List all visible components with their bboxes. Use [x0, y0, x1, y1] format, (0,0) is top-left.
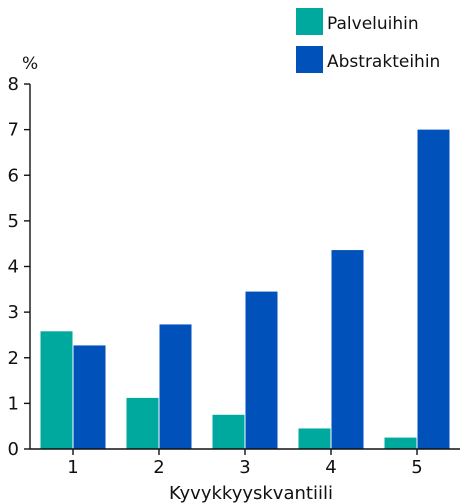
y-tick-label: 7	[8, 120, 19, 141]
legend-swatch	[296, 8, 323, 35]
legend-label: Palveluihin	[327, 14, 419, 34]
x-axis-title: Kyvykkyyskvantiili	[169, 483, 333, 504]
bar-palveluihin-4	[298, 428, 331, 449]
y-tick-label: 3	[8, 302, 19, 323]
y-axis-unit-label: %	[22, 54, 38, 74]
bars	[40, 129, 450, 449]
legend-swatch	[296, 46, 323, 73]
bar-abstrakteihin-3	[245, 291, 278, 449]
bar-palveluihin-1	[40, 331, 73, 449]
x-axis: 1 2 3 4 5	[30, 448, 460, 478]
y-tick-label: 0	[8, 439, 19, 460]
x-tick-label: 4	[325, 457, 336, 478]
bar-palveluihin-2	[126, 397, 159, 449]
y-tick-label: 2	[8, 348, 19, 369]
bar-palveluihin-3	[212, 414, 245, 449]
x-tick-label: 5	[411, 457, 422, 478]
bar-abstrakteihin-2	[159, 324, 192, 449]
x-tick-label: 1	[67, 457, 78, 478]
y-tick-label: 6	[8, 165, 19, 186]
bar-palveluihin-5	[384, 437, 417, 449]
bar-abstrakteihin-1	[73, 345, 106, 449]
x-tick-label: 2	[153, 457, 164, 478]
legend: Palveluihin Abstrakteihin	[296, 8, 440, 73]
bar-abstrakteihin-4	[331, 250, 364, 449]
y-tick-label: 1	[8, 393, 19, 414]
legend-label: Abstrakteihin	[327, 52, 440, 72]
y-tick-label: 5	[8, 211, 19, 232]
bar-abstrakteihin-5	[417, 129, 450, 449]
y-axis: 0 1 2 3 4 5 6 7 8	[8, 74, 31, 460]
y-tick-label: 4	[8, 257, 19, 278]
x-tick-label: 3	[239, 457, 250, 478]
y-tick-label: 8	[8, 74, 19, 95]
